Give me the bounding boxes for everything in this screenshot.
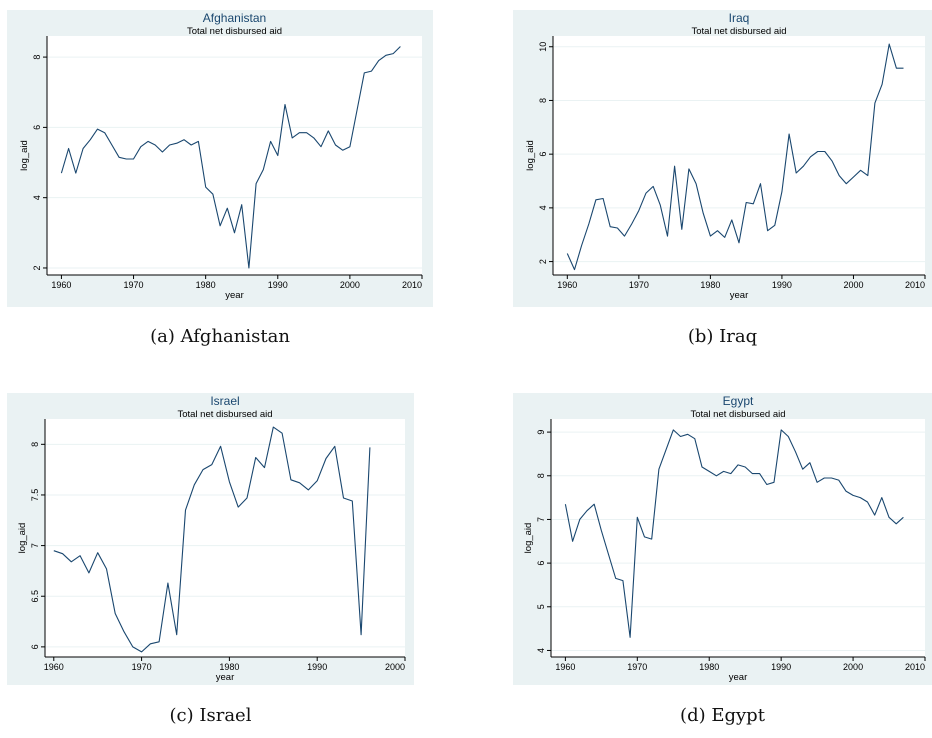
- chart-svg: 2 4 6 8 1960 1970 1980 1990 2000 2010 AfghanistanT…: [19, 11, 423, 301]
- caption-israel: (c) Israel: [169, 705, 252, 726]
- y-tick-label: 4: [536, 648, 546, 653]
- x-tick-label: 2000: [843, 662, 863, 672]
- y-tick-label: 8: [30, 442, 40, 447]
- y-tick-label: 6: [32, 125, 42, 130]
- chart-subtitle: Total net disbursed aid: [177, 409, 272, 420]
- y-tick-label: 4: [32, 195, 42, 200]
- x-tick-label: 1980: [219, 662, 239, 672]
- y-axis-label: log_aid: [19, 140, 30, 171]
- x-tick-label: 1970: [124, 280, 144, 290]
- chart-title: Egypt: [723, 394, 754, 408]
- x-tick-label: 1980: [699, 662, 719, 672]
- chart-title: Iraq: [729, 11, 750, 25]
- chart-subtitle: Total net disbursed aid: [691, 26, 786, 37]
- y-tick-label: 2: [32, 265, 42, 270]
- y-tick-label: 6: [536, 561, 546, 566]
- x-tick-label: 2010: [905, 662, 925, 672]
- x-tick-label: 1980: [700, 280, 720, 290]
- x-tick-label: 1990: [268, 280, 288, 290]
- y-tick-label: 10: [538, 42, 548, 52]
- y-tick-label: 8: [536, 473, 546, 478]
- y-tick-label: 6.5: [30, 590, 40, 603]
- x-tick-label: 2010: [905, 280, 925, 290]
- x-tick-label: 1970: [629, 280, 649, 290]
- x-axis-label: year: [730, 290, 748, 301]
- y-tick-label: 7.5: [30, 489, 40, 502]
- x-tick-label: 1960: [557, 280, 577, 290]
- chart-subtitle: Total net disbursed aid: [187, 26, 282, 37]
- chart-svg: 4 5 6 7 8 9 1960 1970 1980 1990 2000 2010 EgyptTotal…: [523, 394, 926, 683]
- y-axis-label: log_aid: [17, 523, 28, 554]
- y-axis-label: log_aid: [523, 523, 534, 554]
- y-axis-label: log_aid: [525, 140, 536, 171]
- x-axis-label: year: [225, 290, 243, 301]
- x-tick-label: 1970: [627, 662, 647, 672]
- x-tick-label: 1990: [772, 280, 792, 290]
- chart-panel-iraq: 2 4 6 8 10 1960 1970 1980 1990 2000 2010 Iraq Total …: [513, 10, 932, 307]
- x-tick-label: 1980: [196, 280, 216, 290]
- chart-panel-afghanistan: 2 4 6 8 1960 1970 1980 1990 2000 2010 Afghanistan T…: [7, 10, 433, 307]
- y-tick-label: 7: [536, 517, 546, 522]
- chart-subtitle: Total net disbursed aid: [690, 409, 785, 420]
- x-tick-label: 1990: [307, 662, 327, 672]
- chart-svg: 2 4 6 8 10 1960 1970 1980 1990 2000 2010 IraqTotal …: [525, 11, 926, 301]
- x-tick-label: 1960: [44, 662, 64, 672]
- caption-afghanistan: (a) Afghanistan: [150, 326, 290, 347]
- chart-panel-israel: 6 6.5 7 7.5 8 1960 1970 1980 1990 2000 Israel Total…: [7, 393, 414, 685]
- x-tick-label: 1970: [132, 662, 152, 672]
- chart-svg: 6 6.5 7 7.5 8 1960 1970 1980 1990 2000 IsraelTotal…: [17, 394, 406, 683]
- plot-area: [45, 419, 405, 657]
- x-axis-label: year: [216, 672, 234, 683]
- x-tick-label: 2000: [385, 662, 405, 672]
- y-tick-label: 8: [538, 98, 548, 103]
- x-tick-label: 1990: [771, 662, 791, 672]
- chart-title: Afghanistan: [203, 11, 266, 25]
- y-tick-label: 4: [538, 205, 548, 210]
- x-tick-label: 2000: [843, 280, 863, 290]
- plot-area: [47, 36, 422, 275]
- x-tick-label: 1960: [555, 662, 575, 672]
- chart-title: Israel: [210, 394, 239, 408]
- y-tick-label: 6: [30, 644, 40, 649]
- chart-panel-egypt: 4 5 6 7 8 9 1960 1970 1980 1990 2000 2010 Egypt Total…: [513, 393, 932, 685]
- series-line: [53, 426, 371, 653]
- y-tick-label: 2: [538, 259, 548, 264]
- y-tick-label: 7: [30, 543, 40, 548]
- series-line: [564, 429, 904, 638]
- y-tick-label: 6: [538, 152, 548, 157]
- plot-area: [553, 36, 925, 275]
- y-tick-label: 5: [536, 604, 546, 609]
- y-tick-label: 9: [536, 430, 546, 435]
- y-tick-label: 8: [32, 55, 42, 60]
- plot-area: [551, 419, 925, 657]
- x-tick-label: 2010: [402, 280, 422, 290]
- x-tick-label: 2000: [340, 280, 360, 290]
- x-axis-label: year: [729, 672, 747, 683]
- x-tick-label: 1960: [51, 280, 71, 290]
- caption-iraq: (b) Iraq: [687, 326, 758, 347]
- series-line: [566, 43, 904, 271]
- series-line: [60, 46, 401, 269]
- caption-egypt: (d) Egypt: [680, 705, 765, 726]
